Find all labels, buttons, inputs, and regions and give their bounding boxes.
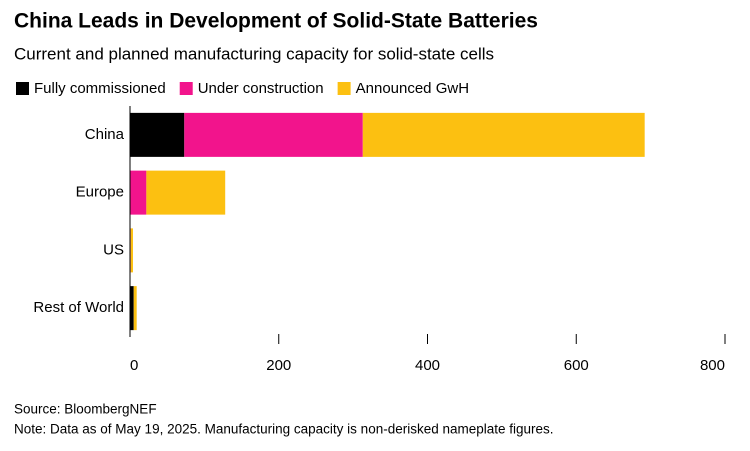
- y-tick-label: US: [103, 241, 124, 258]
- y-tick-label: Rest of World: [33, 299, 124, 316]
- bar-segment: [130, 286, 134, 331]
- bar-segment: [146, 170, 226, 215]
- bar-segment: [130, 228, 133, 273]
- bar-segment: [130, 170, 147, 215]
- bar-segment: [184, 112, 363, 157]
- chart-subtitle: Current and planned manufacturing capaci…: [14, 44, 494, 63]
- bar-segment: [133, 286, 137, 331]
- source: Source: BloombergNEF: [14, 402, 157, 417]
- legend-swatch: [179, 82, 193, 95]
- bar-segment: [362, 112, 645, 157]
- legend-label: Announced GwH: [356, 80, 469, 97]
- y-tick-label: China: [85, 126, 125, 143]
- chart-title: China Leads in Development of Solid-Stat…: [14, 10, 538, 33]
- x-tick-label: 0: [130, 357, 138, 374]
- legend-swatch: [16, 82, 29, 95]
- legend-label: Under construction: [198, 80, 324, 97]
- note: Note: Data as of May 19, 2025. Manufactu…: [14, 422, 554, 437]
- legend-label: Fully commissioned: [34, 80, 166, 97]
- x-tick-label: 400: [415, 357, 440, 374]
- x-tick-label: 800: [700, 357, 725, 374]
- x-tick-label: 600: [564, 357, 589, 374]
- legend-swatch: [337, 82, 351, 95]
- y-tick-label: Europe: [76, 184, 124, 201]
- bar-segment: [130, 112, 185, 157]
- x-tick-label: 200: [266, 357, 291, 374]
